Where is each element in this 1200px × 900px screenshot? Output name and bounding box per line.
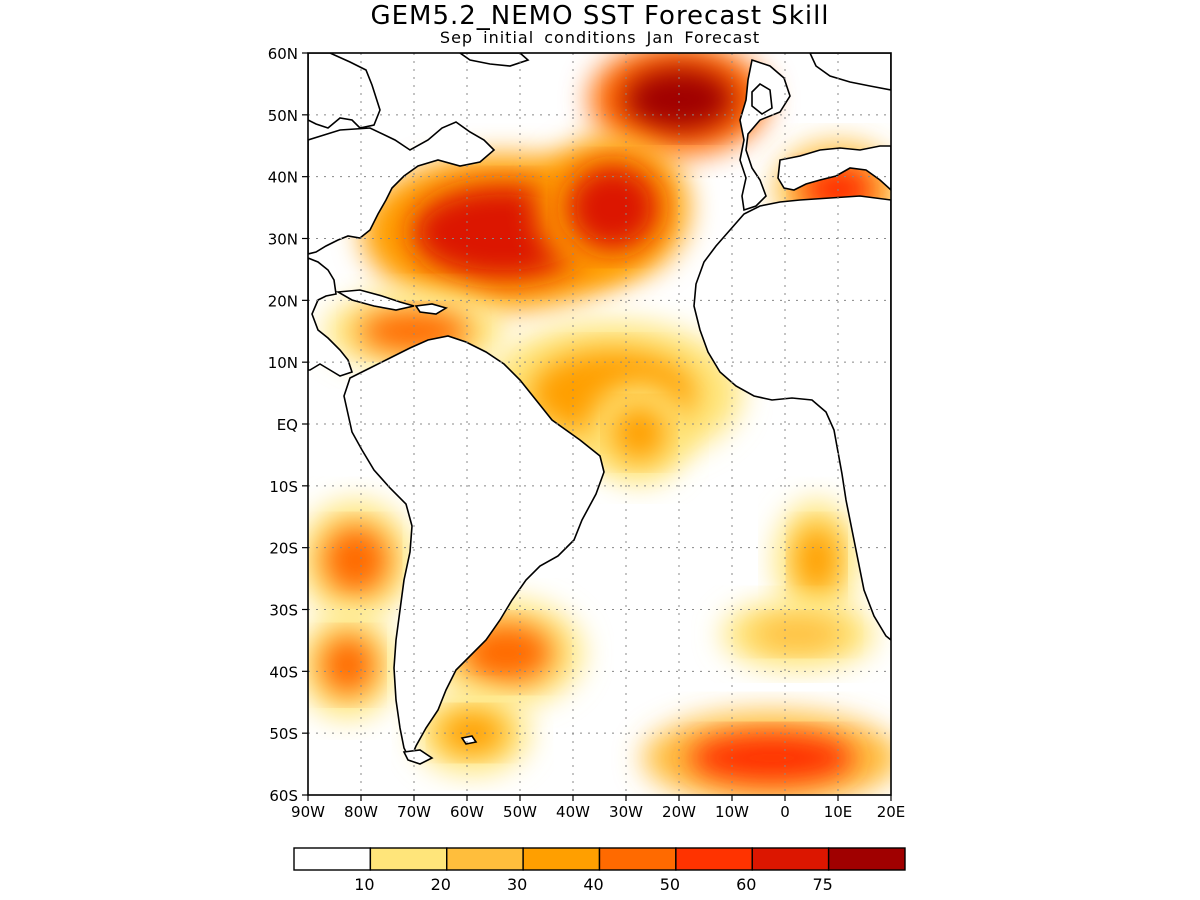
north-america-coast [308,53,381,129]
lat-tick-label: 20S [269,540,298,558]
lat-tick-label: 40S [269,663,298,681]
cuba [335,289,415,311]
lat-tick-label: 20N [268,292,298,310]
scandinavia [809,53,891,91]
greenland-edge [458,53,530,67]
lat-tick-label: 30N [268,231,298,249]
skill-region-southeast-pacific [322,525,390,595]
british-isles [751,82,773,115]
colorbar-swatch [675,847,753,871]
florida-gulf-coast [308,257,354,377]
lat-tick-label: 40N [268,169,298,187]
chart-subtitle: Sep initial conditions Jan Forecast [439,28,761,47]
lat-tick-label: 30S [269,602,298,620]
colorbar-level-label: 20 [431,875,451,894]
colorbar-level-label: 75 [812,875,832,894]
lon-tick-label: 50W [503,803,537,821]
skill-region-patagonia-shelf [438,711,506,755]
skill-region-south-atlantic-mid [751,616,845,652]
colorbar-level-label: 10 [354,875,374,894]
lon-tick-label: 30W [609,803,643,821]
lat-tick-label: EQ [277,416,298,434]
coastlines [308,53,891,765]
colorbar-level-label: 40 [583,875,603,894]
lat-tick-label: 60S [269,787,298,805]
lon-tick-label: 10E [824,803,853,821]
graticule [308,53,891,795]
chart-title: GEM5.2_NEMO SST Forecast Skill [370,1,830,31]
lon-tick-label: 40W [556,803,590,821]
colorbar-swatch [369,847,448,871]
colorbar-swatch [751,847,830,871]
lon-tick-label: 0 [780,803,790,821]
colorbar-level-label: 30 [507,875,527,894]
falklands [460,735,478,745]
lon-tick-label: 60W [450,803,484,821]
colorbar-swatch [598,847,677,871]
lat-tick-label: 50S [269,725,298,743]
colorbar-swatch [522,847,601,871]
colorbar-level-label: 60 [736,875,756,894]
skill-region-mid-north-atlantic [566,164,660,251]
skill-region-southeast-pacific-south [319,634,376,696]
colorbar-swatch [293,847,372,871]
colorbar-swatch [827,847,906,871]
tierra-del-fuego [402,749,434,765]
skill-region-eastern-tropical [611,405,668,462]
lon-tick-label: 80W [344,803,378,821]
lon-tick-label: 90W [291,803,325,821]
longitude-labels: 90W 80W 70W 60W 50W 40W 30W 20W 10W 0 10E 20E [291,795,905,821]
latitude-labels: 60N 50N 40N 30N 20N 10N EQ 10S 20S 30S 40S 50S 60S [268,45,308,805]
lat-tick-label: 10S [269,478,298,496]
skill-shading [308,53,891,795]
colorbar-level-label: 50 [660,875,680,894]
colorbar-swatch [446,847,524,871]
lat-tick-label: 10N [268,354,298,372]
lon-tick-label: 20W [662,803,696,821]
europe-mainland [777,145,891,192]
skill-region-north-atlantic-subpolar [623,66,735,132]
lon-tick-label: 20E [877,803,906,821]
lat-tick-label: 50N [268,107,298,125]
africa-coast [693,195,891,642]
lon-tick-label: 70W [397,803,431,821]
lon-tick-label: 10W [715,803,749,821]
skill-region-south-atlantic-southern [688,731,856,784]
colorbar: 10 20 30 40 50 60 75 [293,847,906,894]
hispaniola [414,303,448,315]
lat-tick-label: 60N [268,45,298,63]
skill-region-benguela [794,525,840,595]
